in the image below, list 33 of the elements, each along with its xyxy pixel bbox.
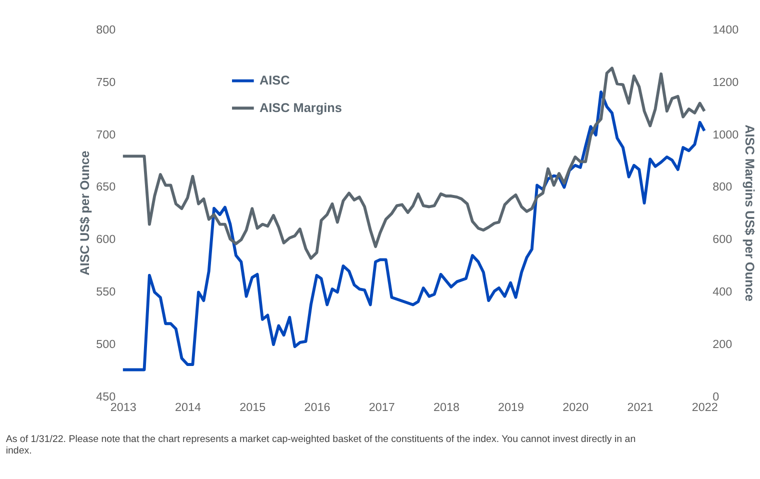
y-tick-label: 800 [96, 23, 116, 36]
x-tick-label: 2016 [304, 401, 330, 414]
text: As of 1/31/22. Please note that the chart represents a market cap-weighted basket of the constituents of the index. You cannot invest directly in an index. [6, 434, 636, 456]
x-tick-label: 2022 [692, 401, 718, 414]
line-series [121, 66, 706, 260]
y2-tick-label: 1200 [712, 76, 740, 89]
legend-label: AISC Margins [260, 101, 342, 116]
y-tick-label: 500 [96, 338, 116, 351]
y2-tick-label: 200 [712, 338, 733, 351]
y-tick-label: 650 [96, 180, 116, 194]
y-tick-label: 750 [96, 76, 116, 89]
y2-tick-label: 600 [712, 233, 733, 246]
y2-axis-title: AISC Margins US$ per Ounce [742, 124, 757, 302]
y2-tick-label: 1000 [712, 128, 740, 142]
x-tick-label: 2017 [368, 401, 395, 414]
x-tick-label: 2014 [175, 401, 202, 414]
x-tick-label: 2020 [562, 401, 590, 414]
y-tick-label: 700 [96, 128, 116, 142]
y-axis-title: AISC US$ per Ounce [78, 150, 92, 276]
x-tick-label: 2019 [498, 401, 524, 414]
y-tick-label: 600 [96, 233, 116, 246]
y2-tick-label: 1400 [712, 23, 740, 36]
y2-tick-label: 800 [712, 180, 733, 194]
x-tick-label: 2018 [433, 401, 460, 414]
legend-label: AISC [260, 74, 290, 88]
line-series [121, 90, 706, 372]
y2-tick-label: 400 [712, 286, 733, 299]
x-tick-label: 2015 [240, 401, 266, 414]
x-tick-label: 2021 [627, 401, 654, 414]
y-tick-label: 450 [96, 390, 116, 404]
x-tick-label: 2013 [110, 401, 136, 414]
y-tick-label: 550 [96, 286, 116, 299]
y2-tick-label: 0 [712, 390, 720, 404]
